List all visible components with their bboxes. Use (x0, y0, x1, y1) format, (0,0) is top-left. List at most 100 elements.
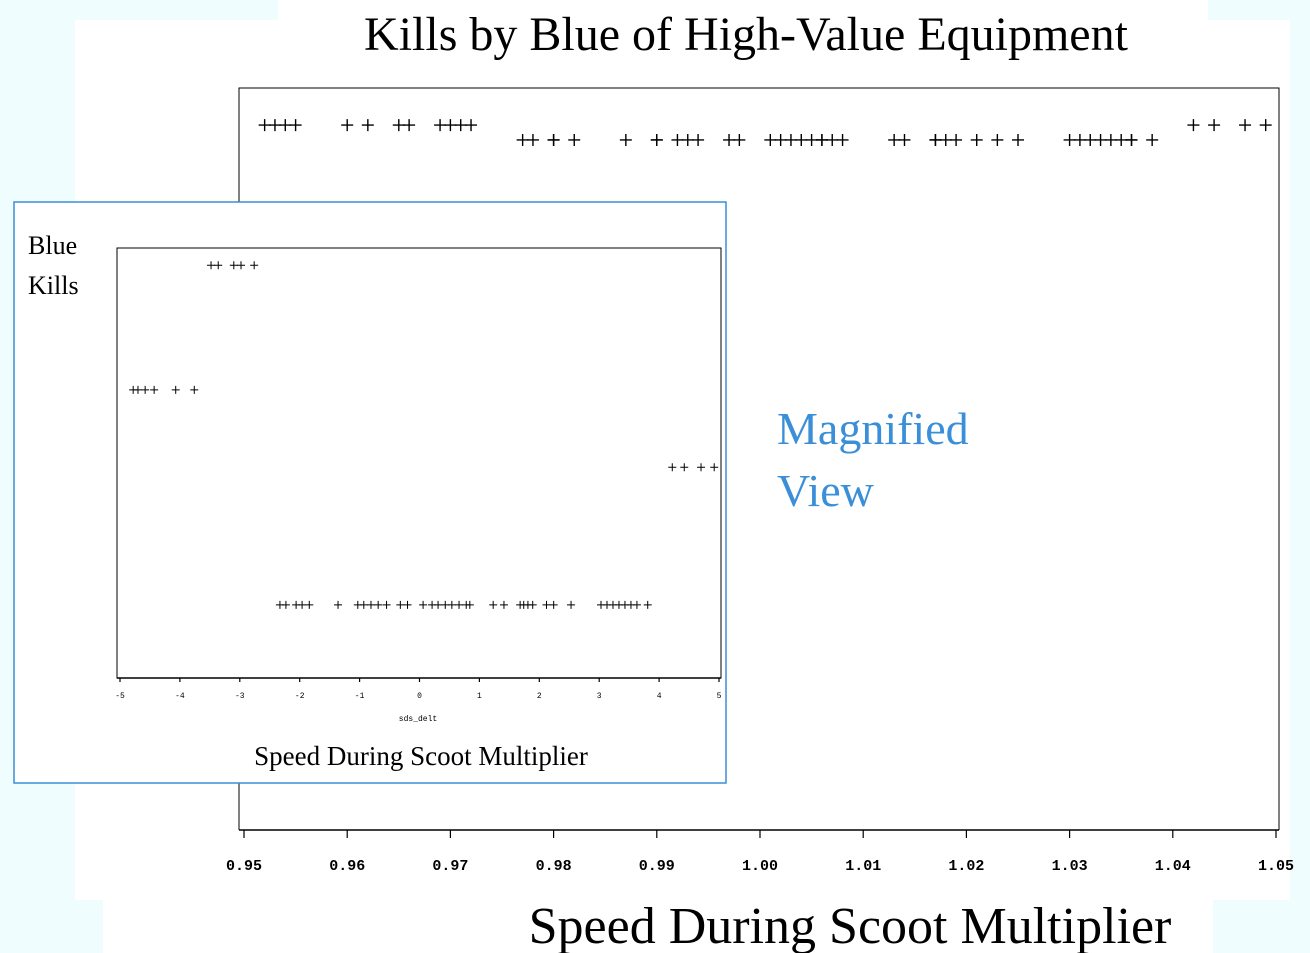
point (764, 133, 777, 146)
x-tick-label: -2 (295, 692, 305, 701)
point (359, 600, 368, 609)
x-tick-label: 2 (537, 692, 542, 701)
point (774, 133, 787, 146)
point (516, 133, 529, 146)
point (190, 385, 199, 394)
point (650, 133, 663, 146)
point (281, 600, 290, 609)
point (526, 133, 539, 146)
point (643, 600, 652, 609)
point (207, 261, 216, 270)
point (382, 600, 391, 609)
point (970, 133, 983, 146)
x-tick-label: 3 (597, 692, 602, 701)
x-tick-label: 1.04 (1155, 858, 1191, 875)
point (950, 133, 963, 146)
point (396, 600, 405, 609)
point (1146, 133, 1159, 146)
point (939, 133, 952, 146)
point (455, 600, 464, 609)
point (289, 119, 302, 132)
point (680, 463, 689, 472)
point (305, 600, 314, 609)
point (1187, 119, 1200, 132)
x-tick-label: 0.95 (226, 858, 262, 875)
point (1239, 119, 1252, 132)
point (341, 119, 354, 132)
point (805, 133, 818, 146)
point (567, 600, 576, 609)
point (447, 600, 456, 609)
point (499, 600, 508, 609)
point (1073, 133, 1086, 146)
point (366, 600, 375, 609)
point (549, 600, 558, 609)
x-tick-label: 1.05 (1258, 858, 1294, 875)
point (795, 133, 808, 146)
point (419, 600, 428, 609)
inset-chart: -5 -4 -3 -2 -1 0 1 2 3 4 5 (115, 247, 722, 701)
point (444, 119, 457, 132)
point (1084, 133, 1097, 146)
point (692, 133, 705, 146)
point (542, 600, 551, 609)
annotation: Magnified View (777, 403, 969, 516)
point (898, 133, 911, 146)
point (250, 261, 259, 270)
point (133, 385, 142, 394)
point (150, 385, 159, 394)
point (681, 133, 694, 146)
x-tick-label: 0.96 (329, 858, 365, 875)
point (815, 133, 828, 146)
x-tick-label: 0.98 (536, 858, 572, 875)
main-chart: 0.95 0.96 0.97 0.98 0.99 1.00 1.01 1.02 1.03 1.04… (226, 87, 1294, 875)
point (826, 133, 839, 146)
point (465, 119, 478, 132)
point (403, 600, 412, 609)
point (1104, 133, 1117, 146)
point (258, 119, 271, 132)
x-tick-label: 0 (417, 692, 422, 701)
point (1208, 119, 1221, 132)
point (465, 600, 474, 609)
title-panel (278, 0, 1208, 70)
point (454, 119, 467, 132)
x-tick-label: 1.03 (1052, 858, 1088, 875)
chart-title: Kills by Blue of High-Value Equipment (364, 8, 1129, 61)
point (1259, 119, 1272, 132)
x-tick-label: 1.00 (742, 858, 778, 875)
x-tick-label: -3 (235, 692, 245, 701)
point (403, 119, 416, 132)
point (434, 600, 443, 609)
point (374, 600, 383, 609)
point (1012, 133, 1024, 146)
point (268, 119, 281, 132)
point (171, 385, 180, 394)
point (547, 133, 560, 146)
inset-x-label: sds_delt (399, 715, 437, 724)
point (229, 261, 238, 270)
point (298, 600, 307, 609)
point (733, 133, 746, 146)
point (236, 261, 245, 270)
point (784, 133, 797, 146)
x-tick-label: -5 (115, 692, 125, 701)
x-tick-label: 5 (717, 692, 722, 701)
point (489, 600, 498, 609)
point (619, 133, 632, 146)
point (568, 133, 581, 146)
point (334, 600, 343, 609)
point (929, 133, 942, 146)
x-tick-label: -1 (355, 692, 365, 701)
point (361, 119, 374, 132)
point (723, 133, 736, 146)
x-tick-label: 4 (657, 692, 662, 701)
point (1063, 133, 1076, 146)
point (1094, 133, 1107, 146)
x-axis-label: Speed During Scoot Multiplier (529, 898, 1172, 953)
point (671, 133, 684, 146)
inset-box (13, 201, 727, 784)
x-tick-label: 1.01 (845, 858, 881, 875)
